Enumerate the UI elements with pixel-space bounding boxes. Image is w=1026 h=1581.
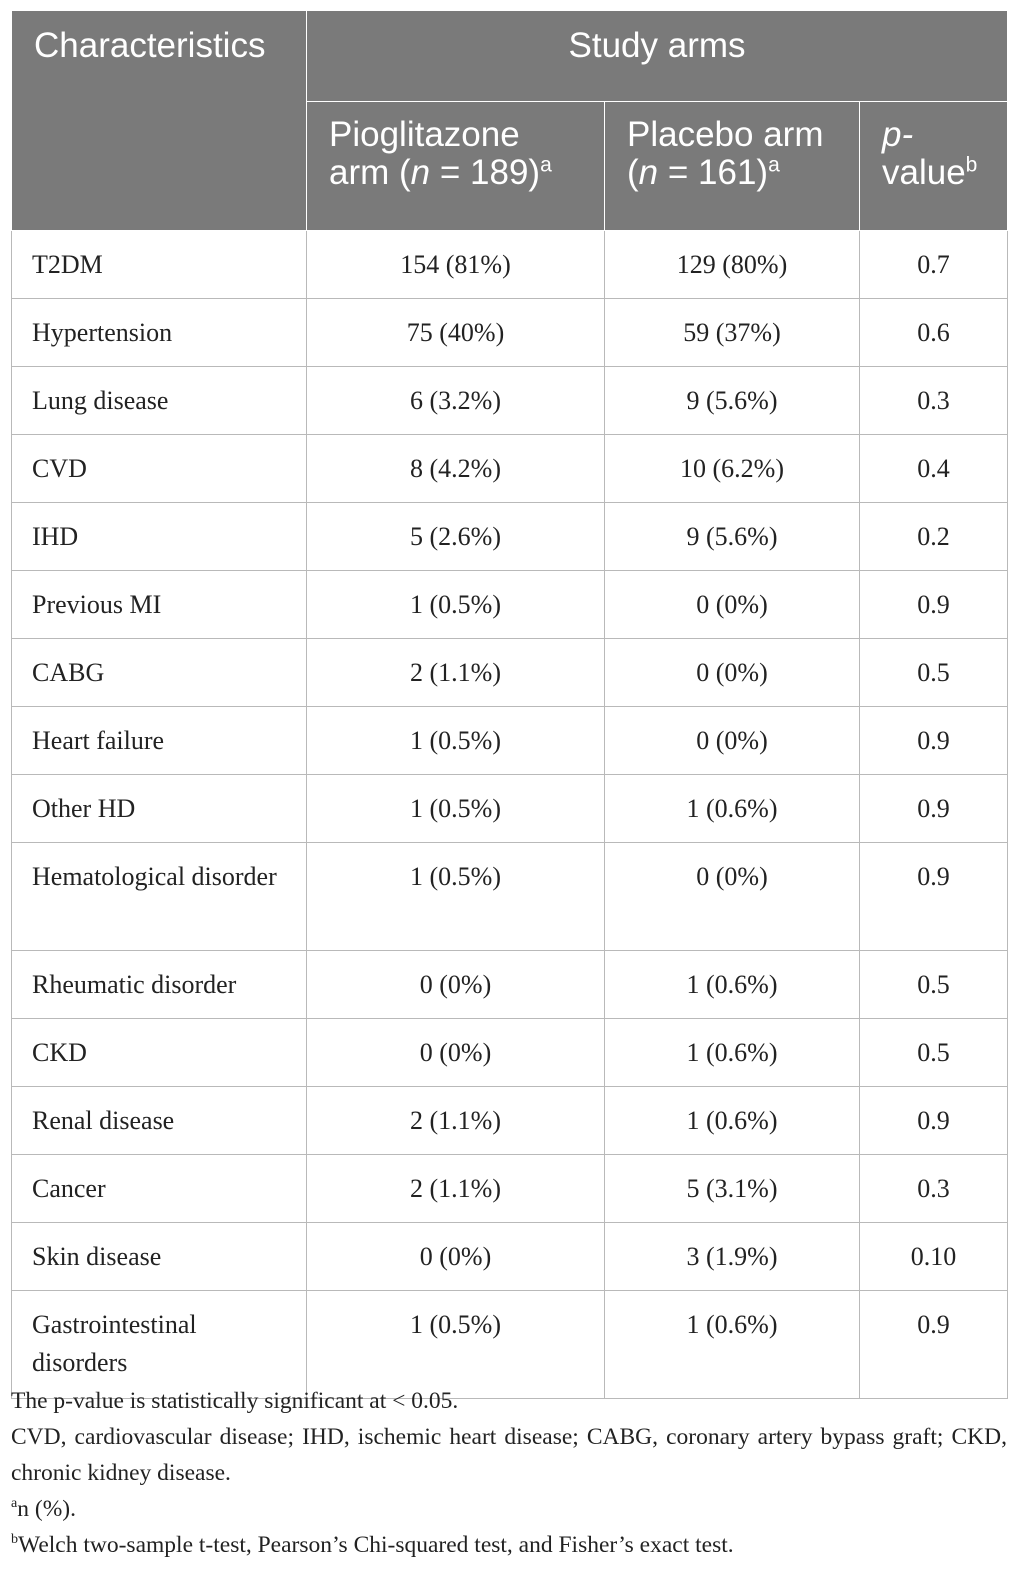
cell-pioglitazone: 5 (2.6%) xyxy=(306,502,605,571)
comorbidities-table: Characteristics Study arms Pioglitazone a… xyxy=(11,10,1009,1399)
cell-characteristic: Other HD xyxy=(11,774,307,843)
cell-p-value: 0.9 xyxy=(858,774,1009,843)
header-pioglitazone-arm: Pioglitazone arm (n = 189)a xyxy=(306,101,605,231)
table-row: Lung disease 6 (3.2%) 9 (5.6%) 0.3 xyxy=(11,366,1009,435)
table-row: Hypertension 75 (40%) 59 (37%) 0.6 xyxy=(11,298,1009,367)
footnote-significance: The p-value is statistically significant… xyxy=(11,1388,459,1414)
cell-placebo: 0 (0%) xyxy=(604,570,860,639)
cell-p-value: 0.9 xyxy=(858,1086,1009,1155)
cell-pioglitazone: 0 (0%) xyxy=(306,950,605,1019)
table-row: Rheumatic disorder 0 (0%) 1 (0.6%) 0.5 xyxy=(11,950,1009,1019)
cell-characteristic: CVD xyxy=(11,434,307,503)
cell-p-value: 0.9 xyxy=(858,706,1009,775)
cell-placebo: 9 (5.6%) xyxy=(604,502,860,571)
table-body: T2DM 154 (81%) 129 (80%) 0.7 Hypertension 75 … xyxy=(11,230,1009,1399)
cell-characteristic: Renal disease xyxy=(11,1086,307,1155)
cell-p-value: 0.9 xyxy=(858,570,1009,639)
cell-pioglitazone: 75 (40%) xyxy=(306,298,605,367)
cell-characteristic: Hypertension xyxy=(11,298,307,367)
cell-pioglitazone: 2 (1.1%) xyxy=(306,638,605,707)
cell-pioglitazone: 1 (0.5%) xyxy=(306,842,605,951)
cell-p-value: 0.9 xyxy=(858,842,1009,951)
cell-p-value: 0.4 xyxy=(858,434,1009,503)
cell-p-value: 0.5 xyxy=(858,1018,1009,1087)
table-row: IHD 5 (2.6%) 9 (5.6%) 0.2 xyxy=(11,502,1009,571)
cell-pioglitazone: 1 (0.5%) xyxy=(306,706,605,775)
cell-characteristic: Hematological disorder xyxy=(11,842,307,951)
cell-p-value: 0.3 xyxy=(858,1154,1009,1223)
cell-pioglitazone: 154 (81%) xyxy=(306,230,605,299)
header-row-1: Characteristics Study arms xyxy=(11,10,1009,231)
table-row: Hematological disorder 1 (0.5%) 0 (0%) 0.9 xyxy=(11,842,1009,951)
cell-pioglitazone: 0 (0%) xyxy=(306,1018,605,1087)
cell-characteristic: Skin disease xyxy=(11,1222,307,1291)
cell-p-value: 0.3 xyxy=(858,366,1009,435)
cell-placebo: 10 (6.2%) xyxy=(604,434,860,503)
header-p-value: p-valueb xyxy=(858,101,1009,231)
cell-p-value: 0.5 xyxy=(858,950,1009,1019)
table-row: Other HD 1 (0.5%) 1 (0.6%) 0.9 xyxy=(11,774,1009,843)
cell-p-value: 0.6 xyxy=(858,298,1009,367)
cell-pioglitazone: 8 (4.2%) xyxy=(306,434,605,503)
cell-characteristic: Rheumatic disorder xyxy=(11,950,307,1019)
cell-characteristic: T2DM xyxy=(11,230,307,299)
cell-placebo: 1 (0.6%) xyxy=(604,1086,860,1155)
table-row: T2DM 154 (81%) 129 (80%) 0.7 xyxy=(11,230,1009,299)
cell-placebo: 59 (37%) xyxy=(604,298,860,367)
cell-pioglitazone: 1 (0.5%) xyxy=(306,1290,605,1399)
cell-p-value: 0.9 xyxy=(858,1290,1009,1399)
cell-pioglitazone: 6 (3.2%) xyxy=(306,366,605,435)
cell-pioglitazone: 2 (1.1%) xyxy=(306,1154,605,1223)
header-characteristics: Characteristics xyxy=(11,10,307,231)
header-placebo-arm: Placebo arm (n = 161)a xyxy=(604,101,860,231)
table-row: Renal disease 2 (1.1%) 1 (0.6%) 0.9 xyxy=(11,1086,1009,1155)
cell-placebo: 0 (0%) xyxy=(604,638,860,707)
cell-pioglitazone: 2 (1.1%) xyxy=(306,1086,605,1155)
cell-placebo: 1 (0.6%) xyxy=(604,950,860,1019)
cell-characteristic: IHD xyxy=(11,502,307,571)
cell-placebo: 129 (80%) xyxy=(604,230,860,299)
table-row: Cancer 2 (1.1%) 5 (3.1%) 0.3 xyxy=(11,1154,1009,1223)
table-row: CKD 0 (0%) 1 (0.6%) 0.5 xyxy=(11,1018,1009,1087)
footnote-abbreviations: CVD, cardiovascular disease; IHD, ischem… xyxy=(11,1424,1007,1486)
cell-characteristic: Previous MI xyxy=(11,570,307,639)
cell-characteristic: Heart failure xyxy=(11,706,307,775)
cell-characteristic: Cancer xyxy=(11,1154,307,1223)
cell-placebo: 1 (0.6%) xyxy=(604,774,860,843)
cell-characteristic: CKD xyxy=(11,1018,307,1087)
table-row: Gastrointestinal disorders 1 (0.5%) 1 (0.6… xyxy=(11,1290,1009,1399)
table-row: Previous MI 1 (0.5%) 0 (0%) 0.9 xyxy=(11,570,1009,639)
header-row-2: Pioglitazone arm (n = 189)a Placebo arm (n… xyxy=(12,101,1009,231)
cell-placebo: 3 (1.9%) xyxy=(604,1222,860,1291)
cell-characteristic: CABG xyxy=(11,638,307,707)
table-row: CVD 8 (4.2%) 10 (6.2%) 0.4 xyxy=(11,434,1009,503)
header-study-arms: Study arms xyxy=(305,10,1009,102)
table-row: Heart failure 1 (0.5%) 0 (0%) 0.9 xyxy=(11,706,1009,775)
cell-characteristic: Gastrointestinal disorders xyxy=(11,1290,307,1399)
cell-pioglitazone: 0 (0%) xyxy=(306,1222,605,1291)
cell-pioglitazone: 1 (0.5%) xyxy=(306,774,605,843)
cell-p-value: 0.2 xyxy=(858,502,1009,571)
table-footnotes: The p-value is statistically significant… xyxy=(11,1383,1007,1563)
cell-p-value: 0.10 xyxy=(858,1222,1009,1291)
footnote-b: bWelch two-sample t-test, Pearson’s Chi-… xyxy=(11,1531,734,1558)
cell-characteristic: Lung disease xyxy=(11,366,307,435)
cell-p-value: 0.5 xyxy=(858,638,1009,707)
cell-placebo: 0 (0%) xyxy=(604,842,860,951)
footnote-a: an (%). xyxy=(11,1495,76,1522)
cell-placebo: 9 (5.6%) xyxy=(604,366,860,435)
table-row: Skin disease 0 (0%) 3 (1.9%) 0.10 xyxy=(11,1222,1009,1291)
cell-placebo: 5 (3.1%) xyxy=(604,1154,860,1223)
cell-p-value: 0.7 xyxy=(858,230,1009,299)
cell-placebo: 0 (0%) xyxy=(604,706,860,775)
cell-pioglitazone: 1 (0.5%) xyxy=(306,570,605,639)
table-row: CABG 2 (1.1%) 0 (0%) 0.5 xyxy=(11,638,1009,707)
cell-placebo: 1 (0.6%) xyxy=(604,1018,860,1087)
cell-placebo: 1 (0.6%) xyxy=(604,1290,860,1399)
